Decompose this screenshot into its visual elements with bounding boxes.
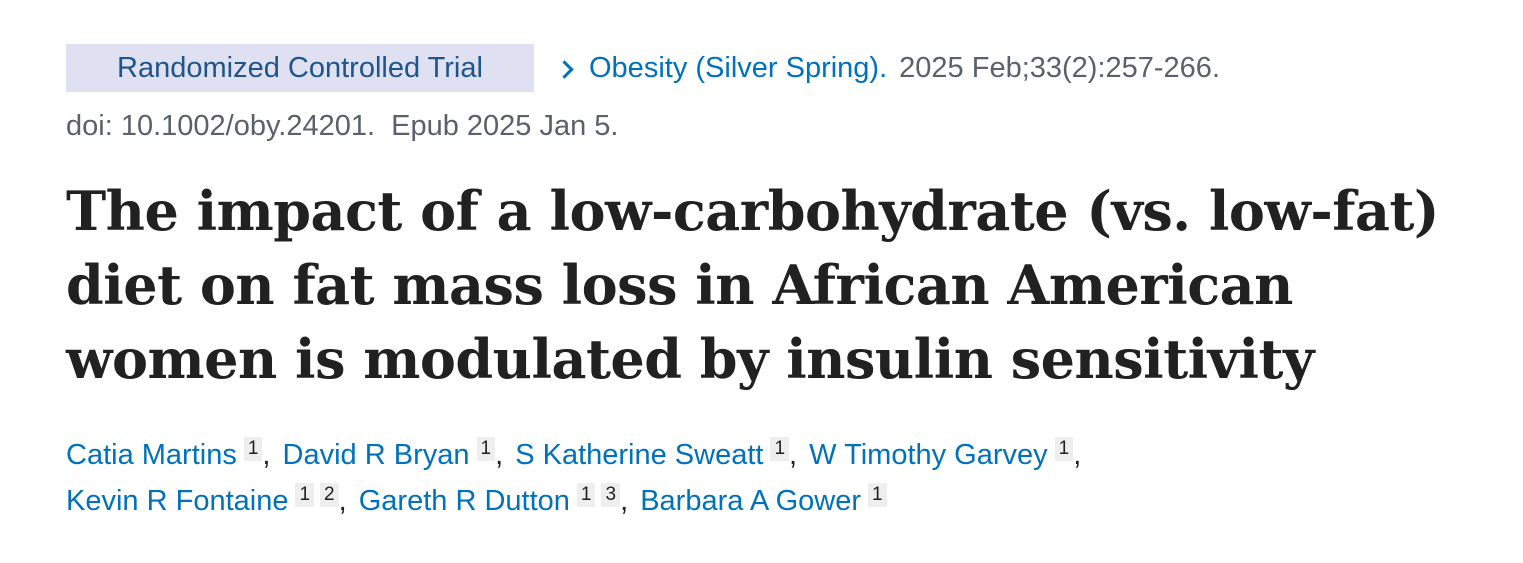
author-item: Gareth R Dutton 1 3,	[358, 483, 632, 517]
epub-date: Epub 2025 Jan 5.	[391, 110, 619, 142]
author-separator: ,	[620, 485, 629, 517]
affiliation-ref[interactable]: 1	[770, 437, 790, 461]
affiliation-ref[interactable]: 1	[1054, 437, 1074, 461]
author-item: S Katherine Sweatt 1,	[515, 437, 801, 471]
article-header: Randomized Controlled Trial Obesity (Sil…	[66, 44, 1486, 524]
author-separator: ,	[789, 439, 798, 471]
authors-list: Catia Martins 1, David R Bryan 1, S Kather…	[66, 432, 1266, 524]
citation-line: Randomized Controlled Trial Obesity (Sil…	[66, 44, 1486, 92]
affiliation-ref[interactable]: 3	[601, 483, 621, 507]
publication-type-badge[interactable]: Randomized Controlled Trial	[66, 44, 534, 92]
author-name[interactable]: Barbara A Gower	[640, 485, 862, 517]
author-name[interactable]: S Katherine Sweatt	[515, 439, 764, 471]
affiliation-ref[interactable]: 1	[476, 437, 496, 461]
affiliation-ref[interactable]: 1	[243, 437, 263, 461]
author-separator: ,	[495, 439, 504, 471]
citation-details: 2025 Feb;33(2):257-266.	[899, 51, 1220, 84]
doi-text: doi: 10.1002/oby.24201.	[66, 110, 376, 142]
author-separator: ,	[1073, 439, 1082, 471]
journal-name[interactable]: Obesity (Silver Spring).	[589, 51, 888, 84]
author-name[interactable]: Gareth R Dutton	[358, 485, 570, 517]
doi-line: doi: 10.1002/oby.24201. Epub 2025 Jan 5.	[66, 108, 1486, 144]
chevron-right-icon	[555, 59, 574, 79]
author-name[interactable]: Catia Martins	[66, 439, 237, 471]
affiliation-ref[interactable]: 1	[868, 483, 887, 507]
article-title: The impact of a low-carbohydrate (vs. lo…	[66, 179, 1439, 391]
author-name[interactable]: David R Bryan	[282, 439, 470, 471]
author-item: David R Bryan 1,	[282, 437, 508, 471]
author-name[interactable]: Kevin R Fontaine	[66, 485, 289, 517]
author-separator: ,	[262, 439, 271, 471]
author-item: Kevin R Fontaine 1 2,	[66, 483, 351, 517]
author-name[interactable]: W Timothy Garvey	[809, 439, 1048, 471]
affiliation-ref[interactable]: 2	[320, 483, 339, 507]
affiliation-ref[interactable]: 1	[576, 483, 596, 507]
affiliation-ref[interactable]: 1	[295, 483, 315, 507]
author-item: Catia Martins 1,	[66, 437, 274, 471]
journal-link[interactable]: Obesity (Silver Spring).	[555, 51, 888, 85]
author-item: Barbara A Gower 1	[640, 483, 890, 517]
author-item: W Timothy Garvey 1,	[809, 437, 1085, 471]
author-separator: ,	[338, 485, 347, 517]
